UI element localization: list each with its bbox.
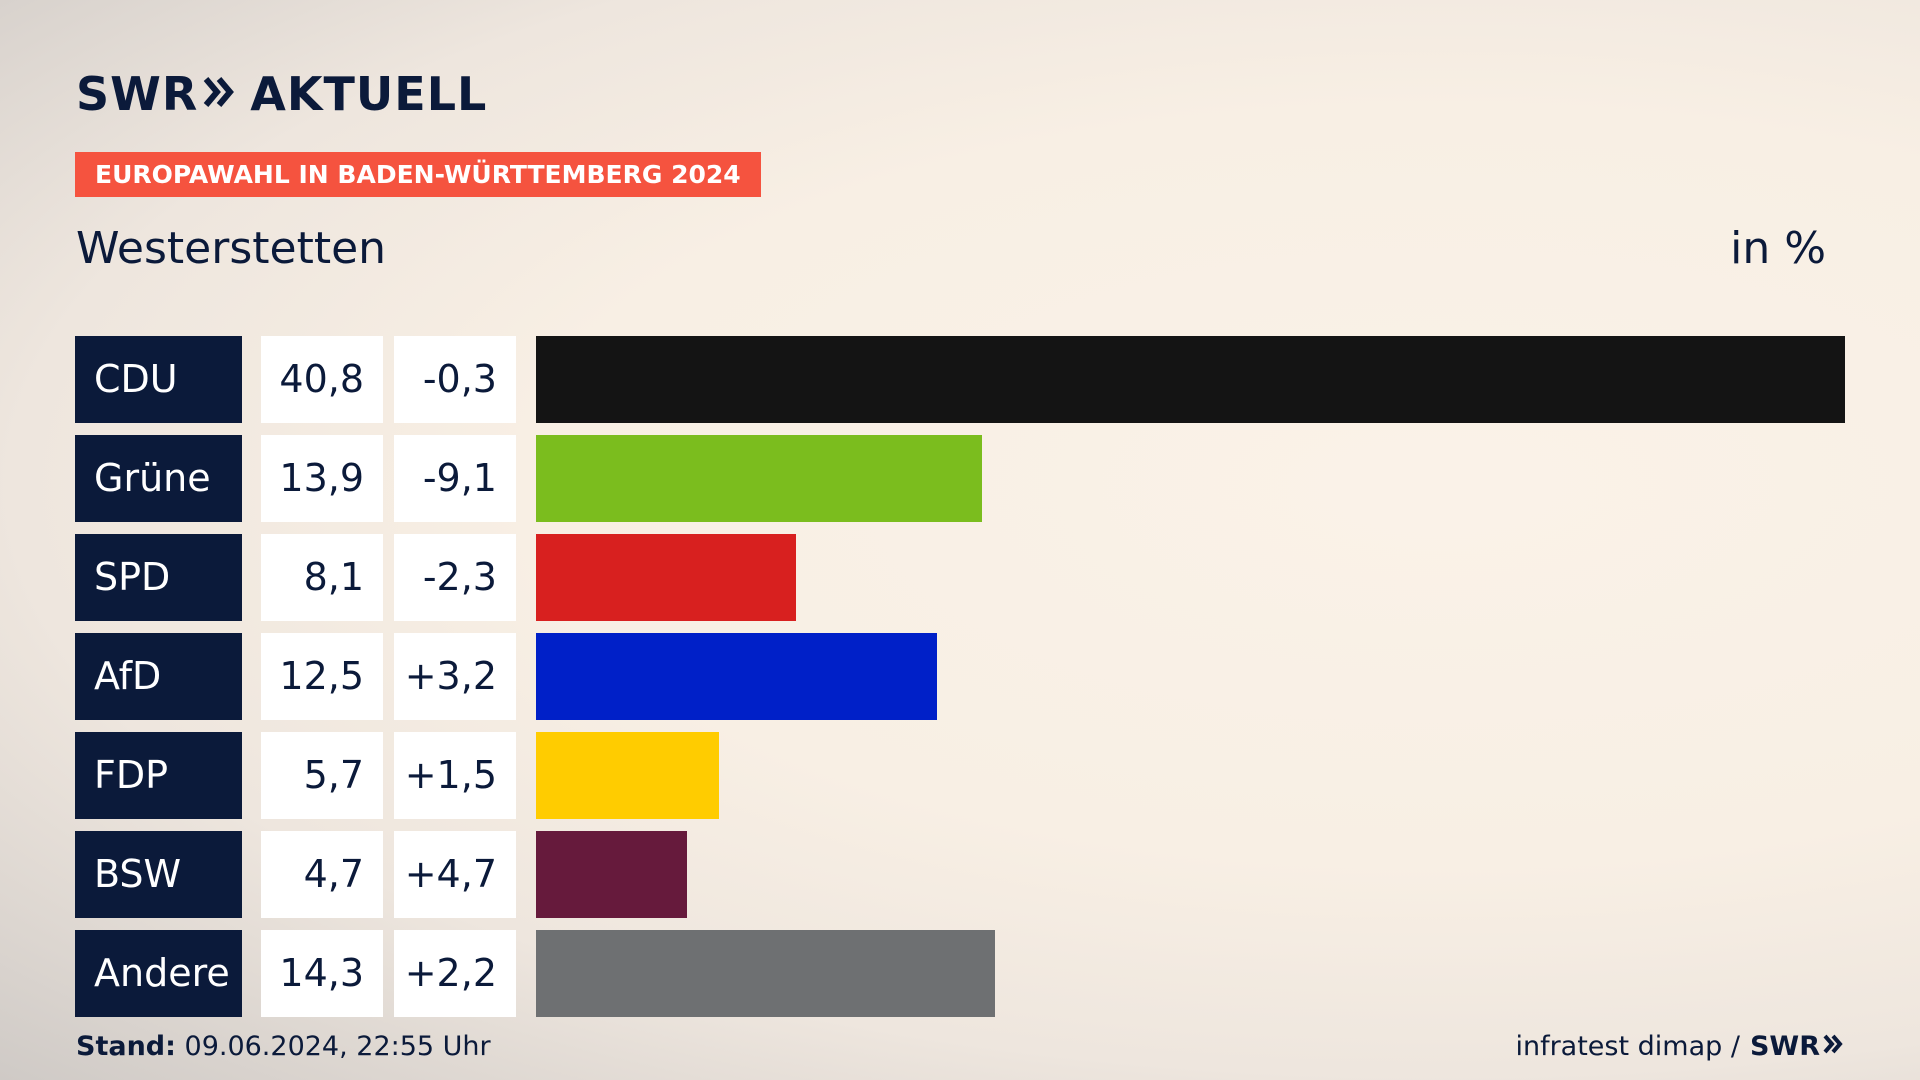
result-bar (536, 633, 937, 720)
result-bar (536, 732, 719, 819)
bar-track (536, 831, 1845, 918)
party-label: BSW (75, 831, 242, 918)
diff-value: +3,2 (394, 633, 516, 720)
swr-aktuell-logo: SWR AKTUELL (76, 68, 487, 120)
party-label: CDU (75, 336, 242, 423)
result-bar (536, 336, 1845, 423)
diff-value: -0,3 (394, 336, 516, 423)
footer-chevron-icon (1822, 1030, 1844, 1064)
logo-swr-text: SWR (76, 67, 199, 121)
diff-value: -9,1 (394, 435, 516, 522)
party-label: SPD (75, 534, 242, 621)
result-bar (536, 435, 982, 522)
chart-title-place: Westerstetten (76, 223, 387, 274)
result-row: SPD 8,1 -2,3 (75, 534, 1845, 621)
bar-track (536, 336, 1845, 423)
bar-track (536, 435, 1845, 522)
unit-label: in % (1730, 223, 1826, 274)
result-bar (536, 930, 995, 1017)
double-chevron-icon (202, 75, 236, 113)
stand-value: 09.06.2024, 22:55 Uhr (184, 1031, 491, 1062)
result-row: Andere 14,3 +2,2 (75, 930, 1845, 1017)
stand-label: Stand: (76, 1031, 176, 1062)
bar-track (536, 930, 1845, 1017)
diff-value: +2,2 (394, 930, 516, 1017)
result-bar (536, 831, 687, 918)
party-label: Andere (75, 930, 242, 1017)
share-value: 12,5 (261, 633, 383, 720)
share-value: 13,9 (261, 435, 383, 522)
bar-track (536, 732, 1845, 819)
diff-value: +4,7 (394, 831, 516, 918)
timestamp: Stand: 09.06.2024, 22:55 Uhr (76, 1030, 491, 1064)
diff-value: +1,5 (394, 732, 516, 819)
party-label: Grüne (75, 435, 242, 522)
share-value: 40,8 (261, 336, 383, 423)
share-value: 4,7 (261, 831, 383, 918)
party-label: AfD (75, 633, 242, 720)
result-row: CDU 40,8 -0,3 (75, 336, 1845, 423)
result-row: Grüne 13,9 -9,1 (75, 435, 1845, 522)
result-row: FDP 5,7 +1,5 (75, 732, 1845, 819)
source-text: infratest dimap / (1515, 1031, 1740, 1062)
bar-track (536, 534, 1845, 621)
bar-track (536, 633, 1845, 720)
footer-swr-logo: SWR (1749, 1031, 1820, 1062)
share-value: 5,7 (261, 732, 383, 819)
result-bar (536, 534, 796, 621)
result-row: BSW 4,7 +4,7 (75, 831, 1845, 918)
result-row: AfD 12,5 +3,2 (75, 633, 1845, 720)
event-badge: EUROPAWAHL IN BADEN-WÜRTTEMBERG 2024 (75, 152, 761, 197)
share-value: 8,1 (261, 534, 383, 621)
logo-aktuell-text: AKTUELL (250, 67, 488, 121)
source-credit: infratest dimap / SWR (1515, 1030, 1844, 1064)
share-value: 14,3 (261, 930, 383, 1017)
party-label: FDP (75, 732, 242, 819)
diff-value: -2,3 (394, 534, 516, 621)
